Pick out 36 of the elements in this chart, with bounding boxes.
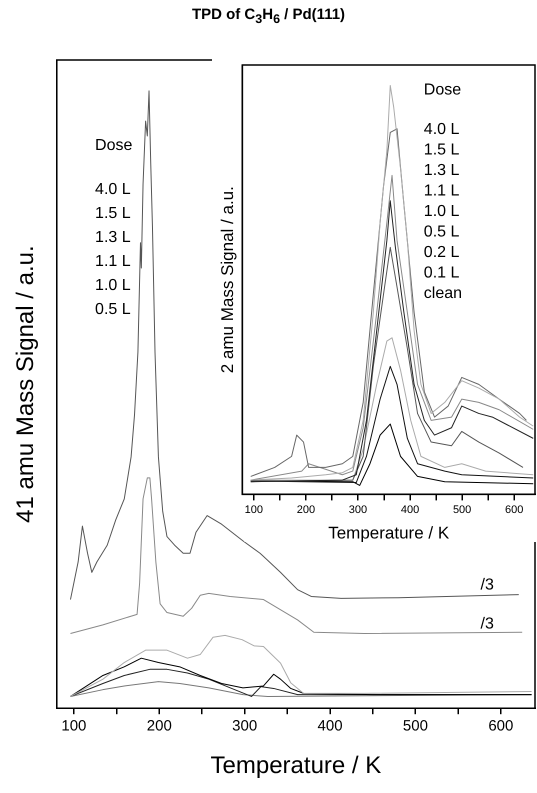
annotation: clean (424, 285, 462, 302)
chart-title: TPD of C$_{3}$H$_{6}$ / Pd(111) (190, 6, 346, 26)
annotation: 1.3 L (95, 229, 131, 246)
annotation: 1.0 L (424, 203, 460, 220)
annotation: 0.5 L (424, 224, 460, 241)
annotation: 0.2 L (424, 244, 460, 262)
annotation: 0.1 L (424, 264, 460, 282)
annotation: 1.1 L (95, 253, 131, 270)
y-axis-title: 41 amu Mass Signal / a.u. (12, 245, 40, 523)
x-tick-label: 100 (61, 717, 86, 734)
x-tick-label: 400 (318, 717, 343, 734)
x-axis-title: Temperature / K (210, 752, 382, 780)
annotation: 1.0 L (95, 277, 131, 294)
annotation: 1.5 L (95, 205, 131, 222)
annotation: 1.1 L (424, 182, 460, 200)
annotation: 4.0 L (424, 121, 460, 138)
y-axis-title: 2 amu Mass Signal / a.u. (218, 186, 237, 374)
annotation: 4.0 L (95, 181, 131, 198)
annotation: 0.5 L (95, 301, 131, 318)
x-tick-label: 500 (402, 717, 428, 734)
x-axis-title: Temperature / K (328, 523, 450, 542)
x-tick-label: 300 (232, 717, 258, 734)
annotation: Dose (424, 82, 462, 99)
x-tick-label: 300 (348, 504, 368, 516)
x-tick-label: 400 (400, 504, 420, 516)
x-tick-label: 600 (504, 504, 524, 516)
annotation: 1.3 L (424, 162, 460, 180)
x-tick-label: 600 (488, 717, 514, 734)
annotation: Dose (95, 137, 133, 154)
annotation: /3 (480, 615, 494, 632)
x-tick-label: 200 (296, 504, 316, 516)
x-tick-label: 100 (244, 504, 264, 516)
x-tick-label: 500 (452, 504, 472, 516)
annotation: 1.5 L (424, 142, 460, 159)
annotation: /3 (480, 576, 494, 594)
x-tick-label: 200 (146, 717, 172, 734)
